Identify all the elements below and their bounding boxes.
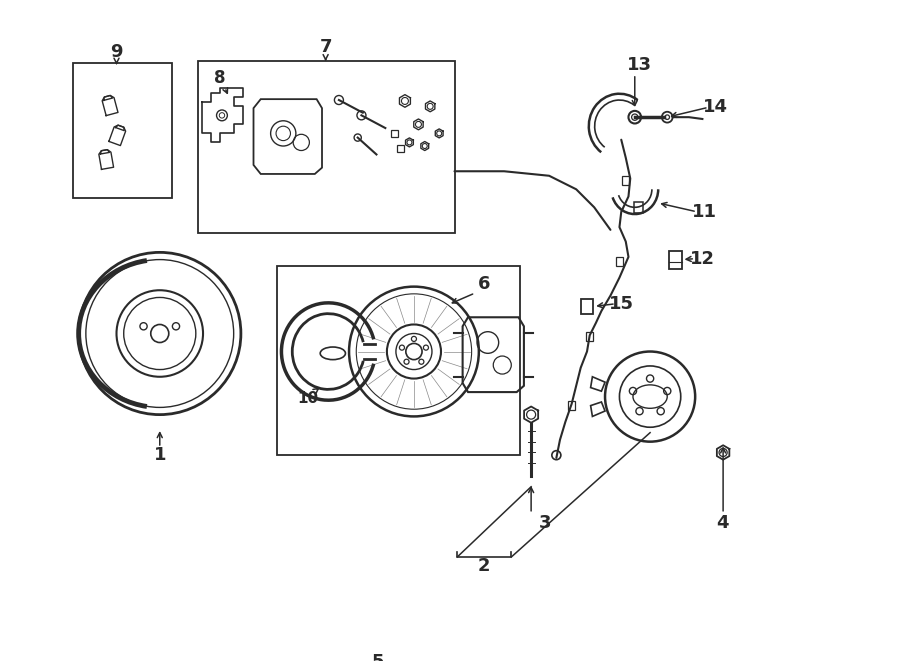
Bar <box>73 63 173 198</box>
Bar <box>198 61 454 233</box>
Bar <box>277 266 520 455</box>
Text: 9: 9 <box>111 43 122 61</box>
Bar <box>397 145 404 152</box>
Bar <box>616 257 623 266</box>
Bar <box>634 202 643 213</box>
Text: 11: 11 <box>692 203 716 221</box>
Bar <box>622 176 629 185</box>
Text: 12: 12 <box>690 250 715 268</box>
Bar <box>586 332 593 340</box>
Text: 7: 7 <box>320 38 332 56</box>
Text: 6: 6 <box>478 275 491 293</box>
Text: 3: 3 <box>539 514 552 532</box>
Bar <box>580 299 593 314</box>
Text: 14: 14 <box>704 98 728 116</box>
Bar <box>669 251 681 268</box>
Text: 4: 4 <box>716 514 728 532</box>
Bar <box>568 401 575 410</box>
Text: 8: 8 <box>214 69 226 87</box>
Text: 2: 2 <box>478 557 491 575</box>
Bar <box>391 130 398 137</box>
Text: 5: 5 <box>372 652 384 661</box>
Text: 10: 10 <box>297 391 318 406</box>
Text: 1: 1 <box>154 446 166 464</box>
Text: 13: 13 <box>626 56 652 74</box>
Text: 15: 15 <box>608 295 634 313</box>
